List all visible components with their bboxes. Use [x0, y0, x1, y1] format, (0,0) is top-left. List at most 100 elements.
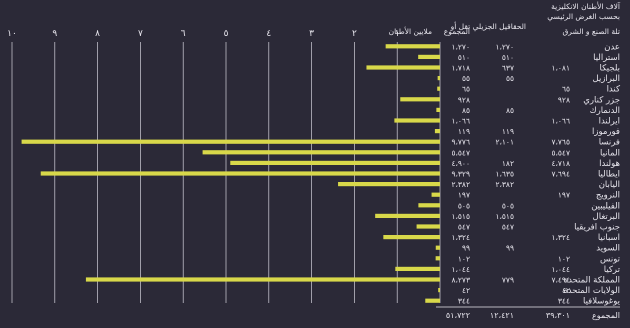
total-column-header: المجموع [444, 27, 470, 36]
row-c2-value: ٩٩ [506, 244, 514, 253]
row-country-label: السويد [596, 244, 620, 254]
row-total-value: ٣٤٤ [458, 297, 470, 306]
bar [85, 277, 441, 282]
row-total-value: ٩،٣٢٩ [451, 170, 470, 179]
row-c2-value: ١٨٢ [502, 159, 514, 168]
footer-c2: ١٢،٤٢١ [490, 311, 514, 320]
row-total-value: ١١٩ [458, 127, 470, 136]
x-tick-label: ٣ [309, 29, 314, 39]
row-c2-value: ٢،٣٨٢ [495, 180, 514, 189]
row-c1-value: ٧،٧٦٥ [551, 138, 570, 147]
row-country-label: تونس [600, 254, 621, 264]
row-total-value: ٨،٢٧٣ [451, 276, 470, 285]
row-total-value: ٤٢ [462, 286, 470, 295]
row-c1-value: ٩٢٨ [558, 95, 570, 104]
row-c1-value: ١،٠٦٦ [551, 117, 570, 126]
row-total-value: ١،٠٤٤ [451, 265, 470, 274]
row-country-label: هولندا [599, 159, 620, 169]
row-c1-value: ٤٢ [562, 286, 570, 295]
x-tick-label: ٩ [52, 29, 57, 39]
row-country-label: جنوب افريقيا [574, 223, 620, 233]
row-total-value: ٢،٣٨٢ [451, 180, 470, 189]
bar [418, 203, 440, 208]
title-line-1: آلاف الأطنان الانكليزية [551, 1, 621, 11]
country-column-header: تلة الصنع و الشرق [562, 27, 620, 36]
row-total-value: ١،٧١٨ [451, 64, 470, 73]
row-c1-value: ٦٥ [562, 85, 570, 94]
row-country-label: الدنمارك [590, 106, 620, 116]
bar [418, 54, 440, 59]
row-total-value: ١،٠٦٦ [451, 117, 470, 126]
row-c1-value: ٣٤٤ [558, 297, 570, 306]
x-tick-label: ٥ [224, 29, 229, 39]
row-c2-value: ٥١٠ [502, 53, 514, 62]
row-country-label: المانيا [600, 148, 620, 158]
row-c2-value: ٨٥ [506, 106, 514, 115]
row-total-value: ٥١٠ [458, 53, 470, 62]
row-country-label: الولايات المتحدة [563, 286, 620, 296]
row-c2-value: ٥٠٥ [502, 201, 514, 210]
bars [21, 44, 441, 303]
bar [338, 182, 440, 187]
x-tick-label: ٤ [266, 29, 271, 39]
row-total-value: ٦٥ [462, 85, 470, 94]
row-c1-value: ٥،٥٤٧ [551, 148, 570, 157]
row-c1-value: ٧،٦٩٤ [551, 170, 570, 179]
row-country-label: اسبانيا [598, 233, 620, 243]
row-total-value: ٩٢٨ [458, 95, 470, 104]
row-c2-value: ١١٩ [502, 127, 514, 136]
row-total-value: ١٩٧ [458, 191, 470, 200]
row-country-label: النرويج [596, 191, 620, 201]
bar [435, 256, 440, 261]
row-c1-value: ١،٠٨١ [551, 64, 570, 73]
bar [437, 76, 440, 81]
row-country-label: اليابان [599, 180, 620, 190]
row-country-label: ايرلندا [599, 117, 620, 127]
row-total-value: ١٠٢ [458, 254, 470, 263]
bar [438, 288, 440, 293]
row-country-label: المملكة المتحدة [564, 276, 620, 286]
bar [230, 160, 440, 165]
row-c2-value: ١،٢٧٠ [495, 42, 514, 51]
footer-label: المجموع [592, 311, 620, 320]
bar [435, 245, 440, 250]
x-tick-label: ٦ [181, 29, 186, 39]
x-tick-label: ١ [395, 29, 400, 39]
row-country-label: استراليا [593, 53, 620, 63]
row-total-value: ٤،٩٠٠ [451, 159, 470, 168]
row-c2-value: ٥٥ [506, 74, 514, 83]
row-country-label: الفيليبين [591, 201, 620, 211]
x-tick-label: ٨ [95, 29, 100, 39]
x-axis-ticks: ١ ٢ ٣ ٤ ٥ ٦ ٧ ٨ ٩ ١٠ [7, 29, 399, 39]
row-c1-value: ١٠٢ [558, 254, 570, 263]
bar [431, 192, 440, 197]
footer-total: ٥١،٧٢٢ [446, 311, 470, 320]
row-country-label: يوغوسلافيا [583, 297, 621, 307]
row-country-label: بلجيكا [599, 64, 620, 74]
row-country-label: ايطاليا [598, 170, 620, 180]
row-country-label: البرازيل [593, 74, 620, 84]
row-country-label: فورموزا [592, 127, 620, 137]
row-country-label: تركيا [604, 265, 621, 275]
row-c2-value: ١،٥١٥ [495, 212, 514, 221]
row-c2-value: ٥٤٧ [502, 223, 514, 232]
row-c2-value: ٦٣٧ [502, 64, 514, 73]
row-country-label: البرتغال [593, 212, 620, 222]
row-c2-value: ٧٧٩ [502, 276, 514, 285]
row-total-value: ٨٥ [462, 106, 470, 115]
row-total-value: ٥،٥٤٧ [451, 148, 470, 157]
column-2-header: الحقاقيل الجزيلي تقل أو [450, 21, 526, 31]
row-c2-value: ١،٦٣٥ [495, 170, 514, 179]
x-tick-label: ١٠ [7, 29, 17, 39]
row-c2-value: ٢،١٠١ [495, 138, 514, 147]
row-total-value: ٥٠٥ [458, 201, 470, 210]
row-total-value: ٥٤٧ [458, 223, 470, 232]
row-country-label: عدن [604, 42, 620, 52]
bar [385, 44, 440, 49]
row-country-label: كندا [607, 85, 621, 95]
bar [434, 129, 440, 134]
bar [383, 235, 440, 240]
bar [21, 139, 441, 144]
